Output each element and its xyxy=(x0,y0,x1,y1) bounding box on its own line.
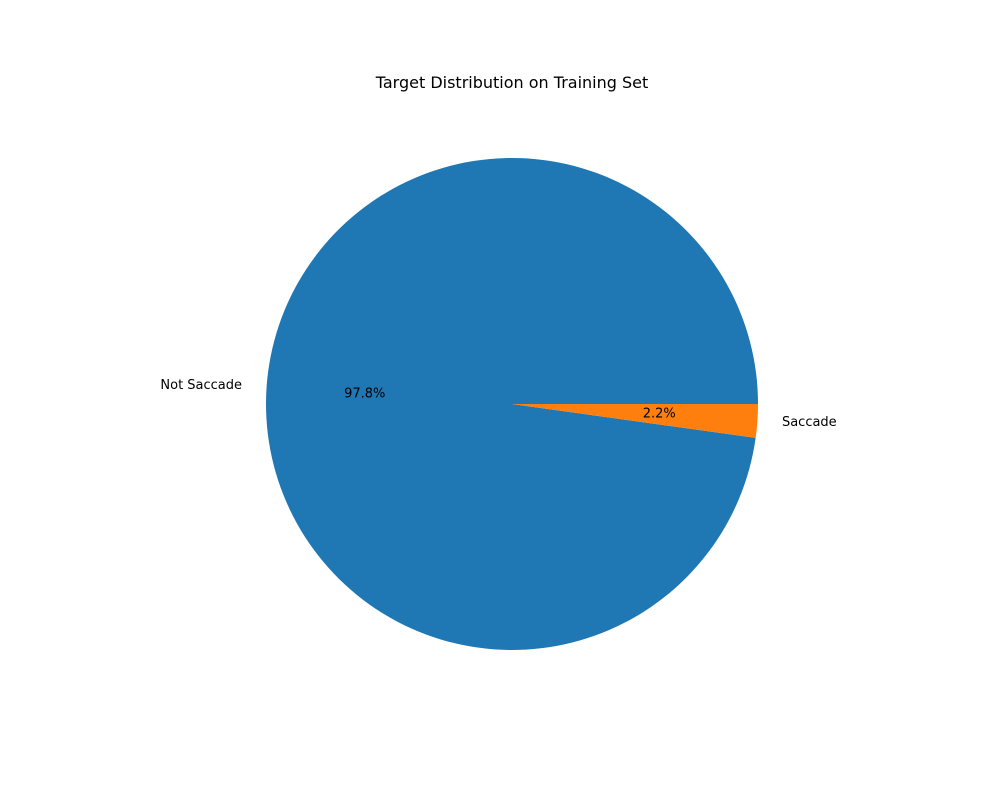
slice-percent-label: 2.2% xyxy=(643,407,676,422)
slice-label: Saccade xyxy=(782,415,837,430)
slice-label: Not Saccade xyxy=(160,378,242,393)
pie-slice-not-saccade xyxy=(266,157,758,650)
pie-slice-saccade xyxy=(512,404,758,438)
pie-slices xyxy=(266,157,758,650)
slice-percent-label: 97.8% xyxy=(344,386,385,401)
pie-labels: Not Saccade 97.8% Saccade 2.2% xyxy=(160,378,836,430)
chart-title: Target Distribution on Training Set xyxy=(375,73,649,92)
